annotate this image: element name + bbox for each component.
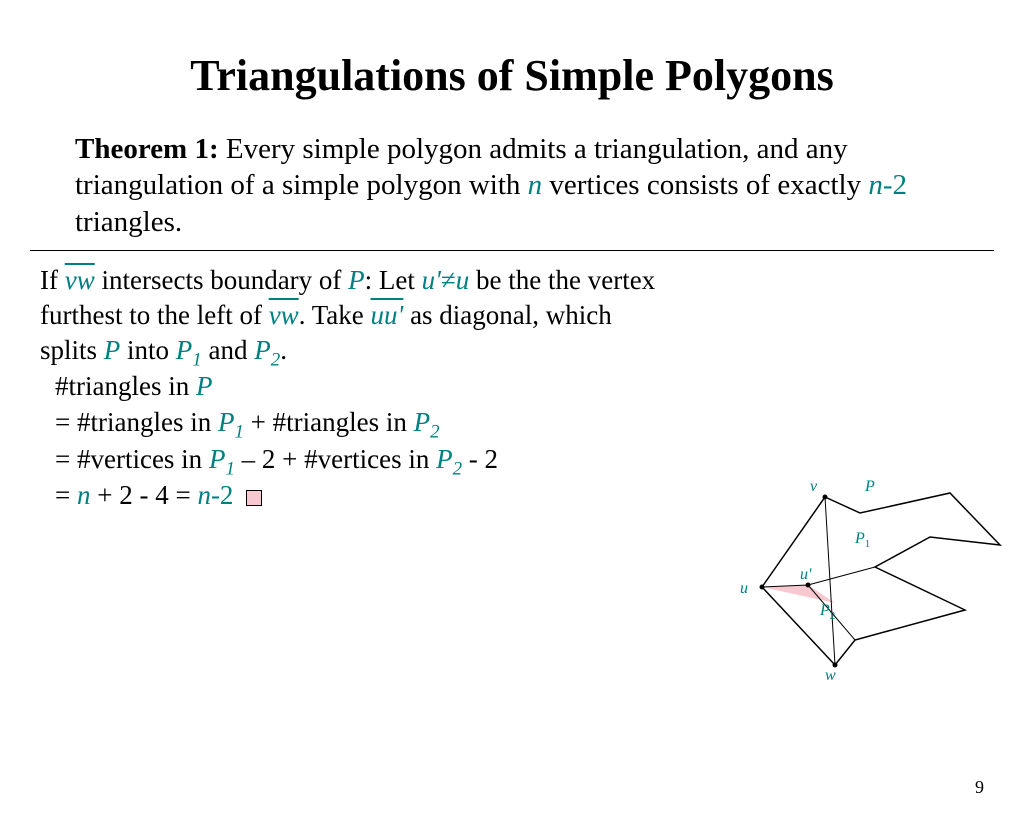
math-line-1: #triangles in P: [55, 368, 655, 404]
m4a: =: [55, 480, 77, 510]
theorem-suffix: -2: [883, 169, 907, 201]
proof-l1c: : Let: [365, 265, 422, 295]
divider: [30, 250, 994, 251]
m1-P: P: [196, 371, 213, 401]
diagram-diagonal-vw: [825, 497, 835, 665]
page-title: Triangulations of Simple Polygons: [0, 50, 1024, 101]
diagram-label-w: w: [825, 667, 836, 684]
proof-P1: P: [348, 265, 365, 295]
m3-mid: – 2 +: [235, 444, 304, 474]
m3b: #vertices in: [304, 444, 436, 474]
diagram-label-P1: P1: [854, 530, 870, 550]
proof-neq: ≠: [441, 265, 456, 295]
theorem-var-n1: n: [528, 169, 543, 201]
proof-l1a: If: [40, 265, 65, 295]
m4c: -2: [211, 480, 234, 510]
proof-vw2: vw: [269, 300, 299, 330]
proof-and: and: [202, 335, 254, 365]
proof-l2d: into: [120, 335, 176, 365]
proof-dot: .: [280, 335, 287, 365]
proof-P1v: P1: [176, 335, 202, 365]
m2-plus: +: [244, 407, 273, 437]
diagram-label-P: P: [864, 478, 875, 495]
m2-P1: P1: [218, 407, 244, 437]
theorem-block: Theorem 1: Every simple polygon admits a…: [75, 131, 949, 240]
diagram-vertex-uprime: [806, 583, 811, 588]
theorem-label: Theorem 1:: [75, 133, 219, 165]
proof-P2v: P2: [254, 335, 280, 365]
m1a: #triangles in: [55, 371, 196, 401]
diagram-label-uprime: u': [800, 566, 812, 583]
math-line-2: = #triangles in P1 + #triangles in P2: [55, 404, 655, 440]
m4b: + 2 - 4 =: [90, 480, 197, 510]
diagram-highlight: [762, 585, 835, 603]
theorem-var-n2: n: [868, 169, 883, 201]
diagram-vertex-u: [760, 585, 765, 590]
diagram-vertex-v: [823, 495, 828, 500]
m3a: = #vertices in: [55, 444, 209, 474]
diagram-label-P2: P2: [819, 602, 835, 622]
math-line-3: = #vertices in P1 – 2 + #vertices in P2 …: [55, 441, 655, 477]
diagram-polygon-outline: [762, 493, 1000, 665]
math-block: #triangles in P = #triangles in P1 + #tr…: [55, 368, 655, 514]
m2-P2: P2: [414, 407, 440, 437]
m4-n1: n: [77, 480, 91, 510]
m4-n2: n: [197, 480, 211, 510]
diagram-label-v: v: [810, 478, 818, 495]
m2a: = #triangles in: [55, 407, 218, 437]
m3-P2: P2: [436, 444, 462, 474]
proof-paragraph: If vw intersects boundary of P: Let u'≠u…: [40, 263, 660, 368]
theorem-text-mid: vertices consists of exactly: [542, 169, 868, 201]
proof-uuprime: uu': [371, 300, 404, 330]
polygon-diagram: v P P1 u' u P2 w: [700, 465, 1010, 685]
proof-P2: P: [104, 335, 121, 365]
proof-l1b: intersects boundary of: [95, 265, 348, 295]
proof-uprime: u': [422, 265, 441, 295]
m3-P1: P1: [209, 444, 235, 474]
m2b: #triangles in: [273, 407, 414, 437]
diagram-label-u: u: [740, 580, 748, 597]
proof-u: u: [456, 265, 470, 295]
math-line-4: = n + 2 - 4 = n-2: [55, 477, 655, 513]
page-number: 9: [975, 777, 984, 798]
qed-icon: [246, 490, 262, 506]
m3-end: - 2: [462, 444, 498, 474]
theorem-text-post: triangles.: [75, 206, 182, 238]
diagram-inner-edge-1: [808, 567, 875, 585]
proof-l2b: . Take: [299, 300, 371, 330]
proof-vw1: vw: [65, 265, 95, 295]
